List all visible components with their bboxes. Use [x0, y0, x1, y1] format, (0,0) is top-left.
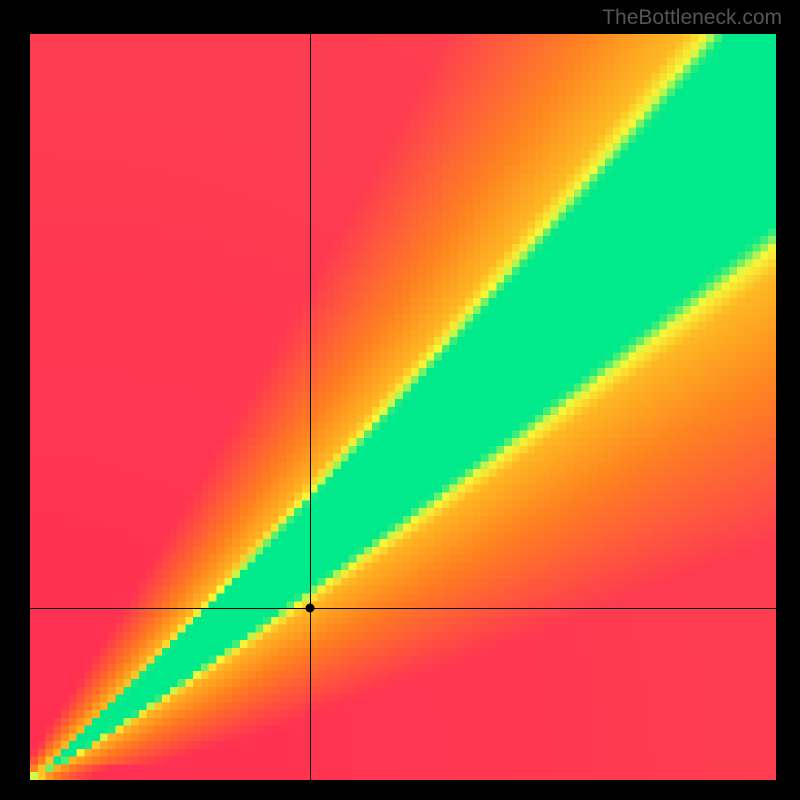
watermark-text: TheBottleneck.com — [602, 6, 782, 30]
plot-area — [30, 34, 776, 780]
chart-container: TheBottleneck.com — [0, 0, 800, 800]
heatmap-canvas — [30, 34, 776, 780]
crosshair-horizontal — [30, 608, 776, 609]
crosshair-vertical — [310, 34, 311, 780]
marker-dot — [306, 604, 315, 613]
